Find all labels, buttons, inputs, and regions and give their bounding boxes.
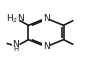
Text: H$_2$N: H$_2$N (6, 13, 25, 25)
Text: N: N (12, 40, 19, 49)
Text: N: N (43, 14, 49, 23)
Text: H: H (13, 46, 18, 52)
Text: N: N (43, 42, 49, 51)
